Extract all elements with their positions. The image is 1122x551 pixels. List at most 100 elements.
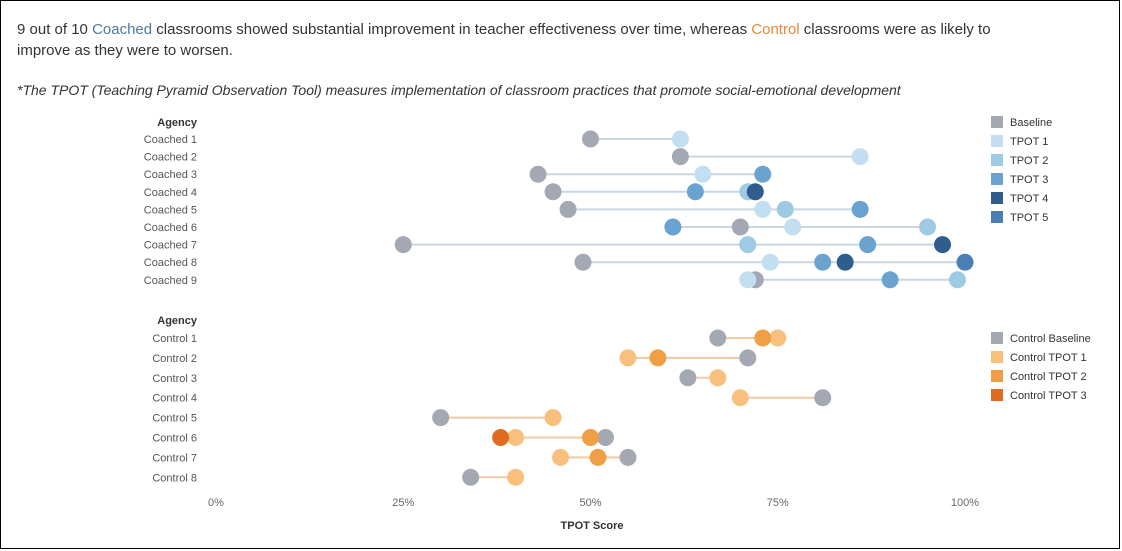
dot-coached-4-baseline — [544, 183, 562, 201]
dot-coached-7-tpot-3 — [859, 236, 877, 254]
dot-coached-5-tpot-3 — [851, 200, 869, 218]
legend-swatch-baseline — [991, 116, 1003, 128]
dot-control-2-control-tpot-1 — [619, 349, 637, 367]
dot-coached-9-tpot-3 — [881, 271, 899, 289]
row-label-coached-1: Coached 1 — [144, 134, 197, 146]
legend-label-control-tpot-3: Control TPOT 3 — [1010, 390, 1087, 402]
x-tick-75: 75% — [767, 497, 789, 509]
dot-coached-8-baseline — [574, 253, 592, 271]
dot-coached-7-baseline — [394, 236, 412, 254]
dot-coached-9-tpot-1 — [739, 271, 757, 289]
legend-swatch-tpot-5 — [991, 211, 1003, 223]
row-label-coached-8: Coached 8 — [144, 257, 197, 269]
headline-part2: classrooms showed substantial improvemen… — [152, 21, 752, 38]
dot-control-3-control-tpot-1 — [709, 369, 727, 387]
x-axis-title: TPOT Score — [561, 520, 624, 532]
dot-control-1-control-tpot-1 — [769, 329, 787, 347]
dot-coached-7-tpot-4 — [934, 236, 952, 254]
headline: 9 out of 10 Coached classrooms showed su… — [17, 19, 1007, 61]
legend-swatch-tpot-1 — [991, 135, 1003, 147]
headline-part1: 9 out of 10 — [17, 21, 93, 38]
dot-control-8-control-tpot-1 — [507, 468, 525, 486]
row-label-control-4: Control 4 — [152, 393, 197, 405]
dot-control-6-control-baseline — [596, 429, 614, 446]
row-label-control-8: Control 8 — [152, 472, 197, 484]
legend-swatch-tpot-2 — [991, 154, 1003, 166]
legend-label-tpot-5: TPOT 5 — [1010, 212, 1048, 224]
row-label-control-1: Control 1 — [152, 333, 197, 345]
row-label-control-6: Control 6 — [152, 433, 197, 445]
dot-coached-8-tpot-4 — [836, 253, 854, 271]
dot-control-4-control-tpot-1 — [731, 389, 749, 407]
tpot-footnote: *The TPOT (Teaching Pyramid Observation … — [17, 82, 901, 98]
legend-label-control-tpot-2: Control TPOT 2 — [1010, 371, 1087, 383]
dot-coached-6-baseline — [731, 218, 749, 236]
dot-control-1-control-tpot-2 — [754, 329, 772, 347]
dot-coached-4-tpot-3 — [686, 183, 704, 201]
dot-control-6-control-tpot-3 — [492, 429, 510, 446]
legend-swatch-control-tpot-1 — [991, 351, 1003, 363]
x-tick-25: 25% — [392, 497, 414, 509]
legend-label-tpot-2: TPOT 2 — [1010, 155, 1048, 167]
x-tick-100: 100% — [951, 497, 979, 509]
dot-coached-4-tpot-4 — [746, 183, 764, 201]
legend-swatch-control-tpot-3 — [991, 389, 1003, 401]
dot-coached-5-tpot-1 — [754, 200, 772, 218]
dot-control-5-control-baseline — [432, 409, 450, 427]
row-label-coached-9: Coached 9 — [144, 275, 197, 287]
panel-header-0: Agency — [157, 117, 198, 129]
legend-label-baseline: Baseline — [1010, 117, 1052, 129]
dot-coached-9-tpot-2 — [949, 271, 967, 289]
row-label-coached-4: Coached 4 — [144, 187, 197, 199]
dot-coached-3-tpot-3 — [754, 165, 772, 183]
dot-coached-8-tpot-5 — [956, 253, 974, 271]
panel-header-1: Agency — [157, 315, 198, 327]
dot-control-6-control-tpot-2 — [582, 429, 599, 446]
headline-coached-word: Coached — [92, 21, 153, 38]
dot-control-8-control-baseline — [462, 468, 480, 486]
dot-coached-5-tpot-2 — [776, 200, 794, 218]
dot-control-5-control-tpot-1 — [544, 409, 562, 427]
row-label-control-7: Control 7 — [152, 452, 197, 464]
x-tick-0: 0% — [208, 497, 224, 509]
dot-coached-6-tpot-2 — [919, 218, 937, 236]
row-label-coached-6: Coached 6 — [144, 222, 197, 234]
dot-coached-1-tpot-1 — [671, 130, 689, 148]
dot-coached-3-baseline — [529, 165, 547, 183]
dot-coached-2-baseline — [671, 148, 689, 166]
dot-coached-2-tpot-1 — [851, 148, 869, 166]
dot-control-2-control-tpot-2 — [649, 349, 667, 367]
row-label-coached-5: Coached 5 — [144, 204, 197, 216]
legend-swatch-tpot-4 — [991, 192, 1003, 204]
dot-control-7-control-tpot-1 — [552, 448, 570, 466]
dot-control-4-control-baseline — [814, 389, 832, 407]
dot-coached-8-tpot-1 — [761, 253, 779, 271]
legend-swatch-control-baseline — [991, 332, 1003, 344]
dot-coached-1-baseline — [582, 130, 599, 148]
row-label-coached-7: Coached 7 — [144, 240, 197, 252]
headline-control-word: Control — [751, 21, 800, 38]
row-label-control-3: Control 3 — [152, 373, 197, 385]
legend-label-tpot-4: TPOT 4 — [1010, 193, 1048, 205]
dot-control-7-control-tpot-2 — [589, 448, 607, 466]
x-tick-50: 50% — [579, 497, 601, 509]
dot-control-2-control-baseline — [739, 349, 757, 367]
row-label-coached-2: Coached 2 — [144, 152, 197, 164]
dot-control-3-control-baseline — [679, 369, 697, 387]
legend-label-tpot-1: TPOT 1 — [1010, 136, 1048, 148]
legend-label-control-tpot-1: Control TPOT 1 — [1010, 352, 1087, 364]
dot-coached-7-tpot-2 — [739, 236, 757, 254]
row-label-control-5: Control 5 — [152, 413, 197, 425]
legend-label-tpot-3: TPOT 3 — [1010, 174, 1048, 186]
row-label-control-2: Control 2 — [152, 353, 197, 365]
dot-control-1-control-baseline — [709, 329, 727, 347]
dot-coached-6-tpot-1 — [784, 218, 802, 236]
legend-label-control-baseline: Control Baseline — [1010, 333, 1091, 345]
dot-coached-3-tpot-1 — [694, 165, 712, 183]
headline-part3: classrooms were as likely to improve as … — [17, 21, 991, 59]
dot-coached-5-baseline — [559, 200, 577, 218]
dot-coached-6-tpot-3 — [664, 218, 682, 236]
legend-swatch-tpot-3 — [991, 173, 1003, 185]
